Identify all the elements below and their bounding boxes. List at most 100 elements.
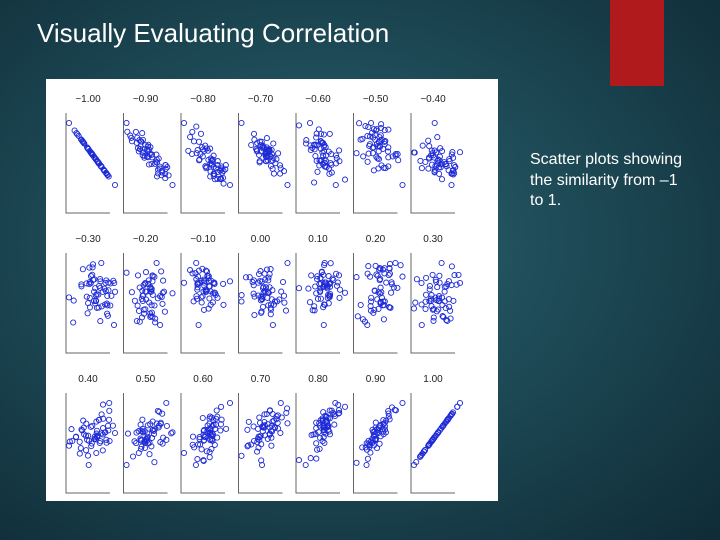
scatter-point <box>85 461 92 469</box>
scatter-point <box>357 301 364 309</box>
scatter-point <box>93 449 100 457</box>
scatter-point <box>268 434 275 441</box>
scatter-point <box>332 181 339 189</box>
scatter-point <box>264 294 271 301</box>
correlation-label: 0.40 <box>78 374 98 385</box>
scatter-point <box>148 160 155 168</box>
scatter-point <box>258 278 265 285</box>
scatter-point <box>307 455 314 462</box>
scatter-point <box>428 147 435 154</box>
scatter-point <box>203 145 210 152</box>
scatter-point <box>97 278 104 285</box>
scatter-point <box>200 457 207 464</box>
scatter-point <box>359 316 367 323</box>
scatter-point <box>208 445 215 453</box>
scatter-point <box>310 141 318 148</box>
scatter-point <box>142 444 149 451</box>
scatter-point <box>74 131 81 138</box>
scatter-point <box>399 181 406 189</box>
scatter-point <box>448 151 455 158</box>
scatter-point <box>141 428 148 435</box>
scatter-point <box>86 294 93 301</box>
scatter-point <box>374 272 381 279</box>
scatter-point <box>365 123 372 131</box>
scatter-point <box>418 279 425 287</box>
scatter-point <box>341 176 349 183</box>
scatter-point <box>206 454 213 461</box>
scatter-plot-0.00: 0.00 <box>238 234 291 354</box>
scatter-point <box>211 280 218 287</box>
correlation-label: −1.00 <box>75 94 101 105</box>
scatter-point <box>263 135 270 142</box>
scatter-point <box>205 426 212 433</box>
scatter-point <box>198 277 205 284</box>
correlation-label: 0.30 <box>423 234 443 245</box>
scatter-point <box>106 399 113 407</box>
scatter-point <box>456 399 464 407</box>
scatter-point <box>161 308 168 315</box>
scatter-point <box>377 300 384 307</box>
scatter-point <box>314 446 321 453</box>
scatter-point <box>218 403 225 410</box>
scatter-point <box>187 133 194 141</box>
scatter-point <box>443 163 450 170</box>
scatter-point <box>331 411 338 418</box>
scatter-point <box>97 318 104 325</box>
scatter-point <box>375 289 382 296</box>
scatter-point <box>76 450 83 457</box>
scatter-point <box>79 266 86 273</box>
scatter-point <box>295 457 303 464</box>
scatter-point <box>437 164 444 171</box>
scatter-point <box>314 142 321 149</box>
scatter-point <box>262 276 269 283</box>
scatter-point <box>137 421 144 428</box>
scatter-point <box>381 270 388 277</box>
scatter-point <box>380 417 387 424</box>
correlation-label: 0.10 <box>308 234 328 245</box>
scatter-point <box>155 155 162 162</box>
scatter-point <box>78 426 85 433</box>
scatter-point <box>139 416 146 423</box>
scatter-point <box>135 449 142 457</box>
scatter-point <box>91 276 98 283</box>
plot-axes <box>65 253 110 354</box>
scatter-point <box>265 302 272 309</box>
scatter-point <box>101 285 108 292</box>
scatter-point <box>147 421 154 428</box>
scatter-point <box>447 413 454 420</box>
scatter-point <box>276 162 284 169</box>
scatter-point <box>269 165 276 172</box>
scatter-point <box>97 275 104 283</box>
plot-axes <box>295 253 340 354</box>
scatter-point <box>210 417 217 424</box>
scatter-point <box>323 418 330 425</box>
scatter-point <box>104 312 111 319</box>
scatter-point <box>264 435 271 442</box>
scatter-point <box>85 300 92 307</box>
scatter-point <box>378 121 385 128</box>
scatter-point <box>312 283 319 290</box>
scatter-point <box>372 436 379 443</box>
scatter-point <box>317 274 324 282</box>
scatter-point <box>283 409 290 416</box>
scatter-point <box>375 305 382 312</box>
scatter-plot-0.70: 0.70 <box>238 374 291 494</box>
scatter-point <box>390 284 397 291</box>
scatter-point <box>148 443 155 450</box>
scatter-point <box>91 288 98 295</box>
scatter-point <box>189 433 197 440</box>
plot-axes <box>180 393 225 494</box>
scatter-point <box>269 418 276 425</box>
scatter-point <box>198 299 205 306</box>
plot-axes <box>238 113 283 214</box>
scatter-point <box>357 136 364 143</box>
scatter-point <box>423 274 430 281</box>
scatter-plot-0.10: 0.10 <box>295 234 349 354</box>
scatter-point <box>254 439 261 446</box>
scatter-point <box>374 143 381 150</box>
scatter-point <box>266 271 273 278</box>
scatter-point <box>136 318 143 325</box>
scatter-point <box>146 451 153 458</box>
scatter-point <box>76 438 83 445</box>
scatter-point <box>251 293 258 300</box>
